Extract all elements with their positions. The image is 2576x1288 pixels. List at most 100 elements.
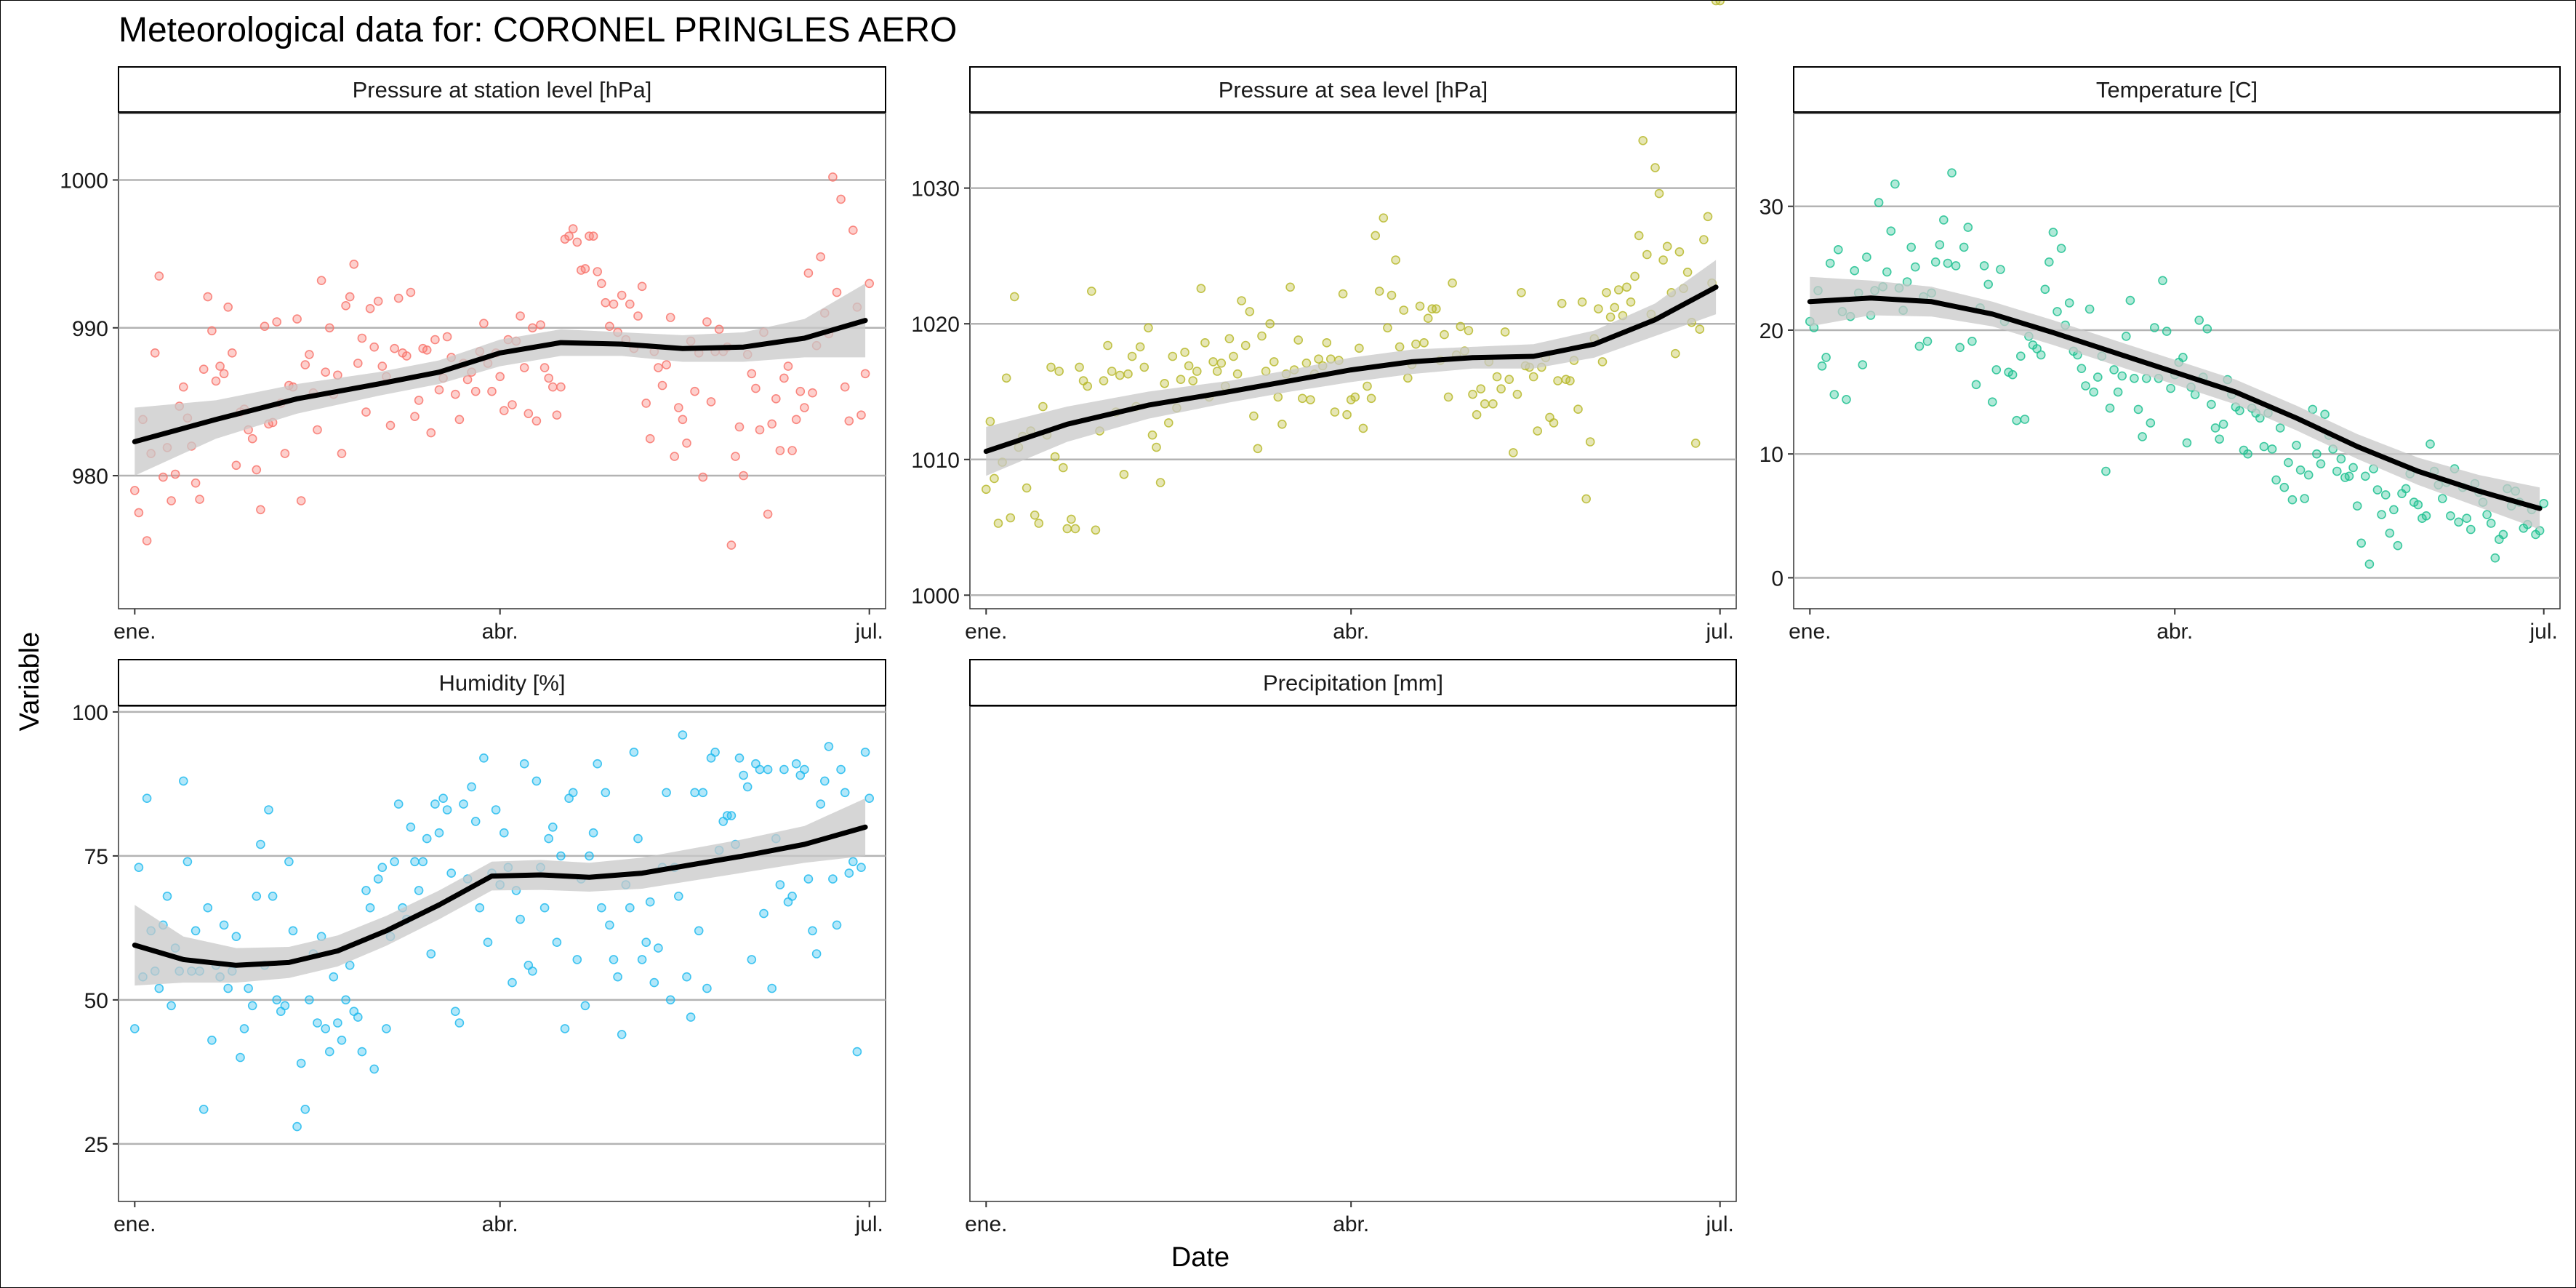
data-point xyxy=(552,410,562,420)
facet-panel: Pressure at sea level [hPa] 1000 1010 1020 1… xyxy=(911,1,1737,644)
data-point xyxy=(1152,442,1161,452)
data-point xyxy=(2303,470,2314,480)
data-point xyxy=(1614,285,1624,295)
data-point xyxy=(1115,370,1125,380)
data-point xyxy=(2462,513,2471,524)
data-point xyxy=(260,321,270,332)
data-point xyxy=(284,857,294,867)
data-point xyxy=(1229,351,1238,361)
data-point xyxy=(775,446,785,455)
data-point xyxy=(1030,510,1040,520)
y-tick-label: 980 xyxy=(72,465,108,489)
data-point xyxy=(1245,307,1255,316)
data-point xyxy=(2166,383,2175,393)
data-point xyxy=(985,417,995,426)
data-point xyxy=(1817,361,1827,371)
data-point xyxy=(2438,494,2447,503)
data-point xyxy=(2271,475,2281,485)
data-point xyxy=(2320,409,2330,420)
data-point xyxy=(2081,381,2090,391)
data-point xyxy=(2109,365,2119,375)
x-tick-label: jul. xyxy=(854,620,883,644)
data-point xyxy=(2284,457,2293,468)
data-point xyxy=(585,851,594,861)
data-point xyxy=(1293,335,1303,345)
data-point xyxy=(1979,261,1989,271)
data-point xyxy=(1164,418,1173,428)
data-point xyxy=(1403,373,1413,383)
data-point xyxy=(678,730,688,740)
data-point xyxy=(1963,223,1973,232)
confidence-band xyxy=(135,798,866,986)
data-point xyxy=(219,369,229,379)
data-point xyxy=(483,937,493,947)
data-point xyxy=(1415,301,1425,311)
data-point xyxy=(625,903,635,913)
data-point xyxy=(637,955,647,964)
data-point xyxy=(1432,304,1441,314)
y-tick-label: 20 xyxy=(1760,319,1783,343)
data-point xyxy=(731,452,740,461)
data-point xyxy=(401,351,412,361)
data-point xyxy=(1577,297,1587,307)
data-point xyxy=(580,1001,590,1011)
data-point xyxy=(462,375,473,385)
data-point xyxy=(1358,423,1368,433)
data-point xyxy=(2267,444,2277,454)
data-point xyxy=(507,977,517,988)
data-point xyxy=(390,343,399,353)
smooth-line xyxy=(1807,295,2543,511)
data-point xyxy=(1196,284,1206,294)
data-point xyxy=(2036,350,2046,360)
data-point xyxy=(296,1058,306,1068)
data-point xyxy=(1208,357,1218,367)
data-point xyxy=(256,505,265,515)
facet-strip xyxy=(118,659,886,706)
data-point xyxy=(864,793,874,803)
data-point xyxy=(654,363,663,372)
x-tick-label: ene. xyxy=(113,620,156,644)
data-point xyxy=(556,382,566,392)
data-point xyxy=(1671,348,1680,359)
data-point xyxy=(487,386,497,396)
data-point xyxy=(742,782,753,792)
smooth-line xyxy=(132,824,868,968)
data-point xyxy=(203,903,213,913)
data-point xyxy=(1882,267,1892,277)
data-point xyxy=(459,799,468,809)
data-point xyxy=(1890,179,1900,189)
data-point xyxy=(1006,513,1016,523)
data-point xyxy=(706,397,716,407)
data-point xyxy=(552,937,562,947)
x-tick-label: ene. xyxy=(113,1212,156,1236)
data-point xyxy=(1573,404,1583,415)
data-point xyxy=(1464,326,1474,335)
data-point xyxy=(2077,364,2087,374)
facet-title: Precipitation [mm] xyxy=(1263,671,1443,696)
data-point xyxy=(1062,524,1072,534)
data-point xyxy=(1638,136,1648,145)
data-point xyxy=(2332,466,2342,476)
data-point xyxy=(1091,525,1101,535)
data-point xyxy=(324,323,334,333)
data-point xyxy=(2393,540,2403,551)
data-point xyxy=(637,281,647,292)
data-point xyxy=(479,319,489,329)
data-point xyxy=(1662,241,1672,252)
data-point xyxy=(811,949,822,959)
data-point xyxy=(1285,282,1295,292)
data-point xyxy=(1850,265,1859,276)
x-tick-label: abr. xyxy=(482,1212,518,1236)
data-point xyxy=(1650,163,1660,172)
facet-panel: Humidity [%] 25 50 75 100 ene. abr. jul. xyxy=(72,659,886,1236)
data-point xyxy=(2207,399,2216,409)
data-point xyxy=(272,317,282,327)
data-point xyxy=(1585,437,1595,447)
data-point xyxy=(2352,501,2362,511)
data-point xyxy=(808,926,817,936)
data-point xyxy=(2113,387,2123,397)
data-point xyxy=(470,386,481,396)
data-point xyxy=(1067,514,1076,524)
data-point xyxy=(264,805,273,815)
